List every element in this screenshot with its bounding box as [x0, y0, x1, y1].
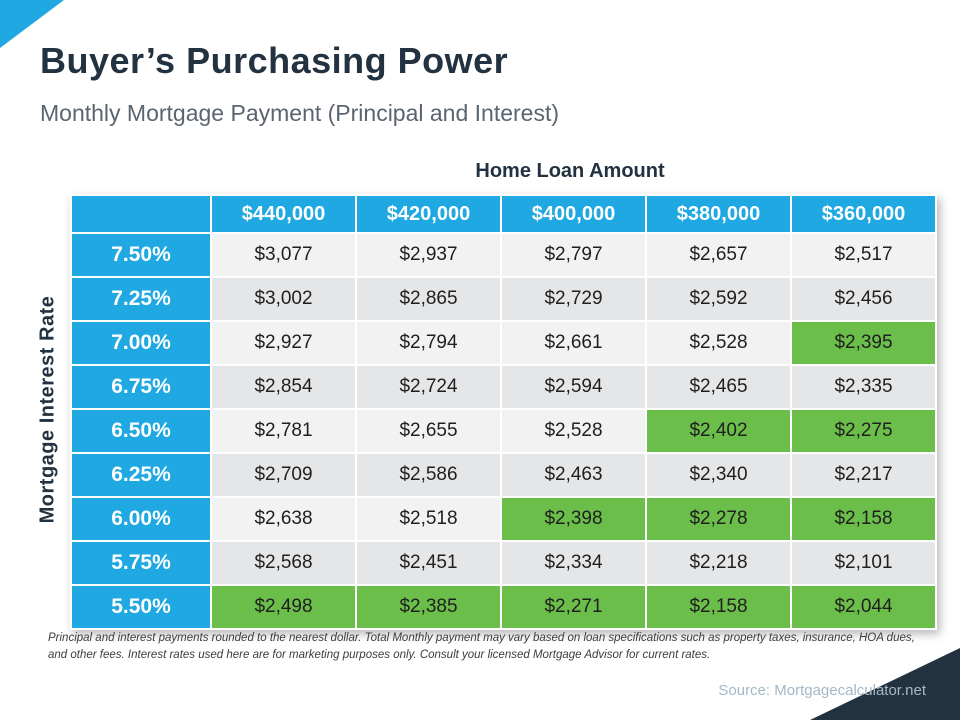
- loan-amount-header: $360,000: [790, 194, 937, 234]
- table-row: 7.50% $3,077 $2,937 $2,797 $2,657 $2,517: [70, 232, 937, 278]
- payment-cell: $2,398: [500, 496, 647, 542]
- payment-cell: $2,781: [210, 408, 357, 454]
- payment-cell: $2,218: [645, 540, 792, 586]
- payment-cell: $2,158: [790, 496, 937, 542]
- payment-cell: $2,101: [790, 540, 937, 586]
- payment-cell: $2,657: [645, 232, 792, 278]
- column-group-header: Home Loan Amount: [475, 160, 665, 182]
- loan-amount-header: $400,000: [500, 194, 647, 234]
- interest-rate-cell: 7.25%: [70, 276, 212, 322]
- payment-cell: $2,927: [210, 320, 357, 366]
- table-row: 6.00% $2,638 $2,518 $2,398 $2,278 $2,158: [70, 496, 937, 542]
- payment-cell: $2,334: [500, 540, 647, 586]
- interest-rate-cell: 6.00%: [70, 496, 212, 542]
- page-subtitle: Monthly Mortgage Payment (Principal and …: [40, 100, 560, 126]
- interest-rate-cell: 6.50%: [70, 408, 212, 454]
- payment-cell: $2,592: [645, 276, 792, 322]
- payment-cell: $3,077: [210, 232, 357, 278]
- payment-cell: $2,586: [355, 452, 502, 498]
- payment-cell: $2,498: [210, 584, 357, 630]
- loan-amount-header: $380,000: [645, 194, 792, 234]
- bottom-right-triangle-decoration: [810, 648, 960, 720]
- payment-cell: $2,709: [210, 452, 357, 498]
- interest-rate-cell: 5.50%: [70, 584, 212, 630]
- payment-cell: $2,044: [790, 584, 937, 630]
- interest-rate-cell: 5.75%: [70, 540, 212, 586]
- row-group-header: Mortgage Interest Rate: [36, 295, 59, 524]
- payment-cell: $2,402: [645, 408, 792, 454]
- payment-cell: $2,794: [355, 320, 502, 366]
- payment-cell: $2,729: [500, 276, 647, 322]
- corner-cell: [70, 194, 212, 234]
- table-row: 5.50% $2,498 $2,385 $2,271 $2,158 $2,044: [70, 584, 937, 630]
- table-header: $440,000 $420,000 $400,000 $380,000 $360,000: [70, 194, 937, 234]
- payment-cell: $2,340: [645, 452, 792, 498]
- payment-cell: $2,797: [500, 232, 647, 278]
- payment-cell: $3,002: [210, 276, 357, 322]
- table-row: 6.75% $2,854 $2,724 $2,594 $2,465 $2,335: [70, 364, 937, 410]
- payment-cell: $2,724: [355, 364, 502, 410]
- footnote: Principal and interest payments rounded …: [48, 632, 915, 661]
- payment-cell: $2,456: [790, 276, 937, 322]
- payment-cell: $2,385: [355, 584, 502, 630]
- payment-cell: $2,335: [790, 364, 937, 410]
- payment-cell: $2,395: [790, 320, 937, 366]
- table-row: 5.75% $2,568 $2,451 $2,334 $2,218 $2,101: [70, 540, 937, 586]
- payment-cell: $2,568: [210, 540, 357, 586]
- loan-amount-header: $440,000: [210, 194, 357, 234]
- table-row: 7.25% $3,002 $2,865 $2,729 $2,592 $2,456: [70, 276, 937, 322]
- payment-cell: $2,638: [210, 496, 357, 542]
- interest-rate-cell: 7.00%: [70, 320, 212, 366]
- interest-rate-cell: 6.75%: [70, 364, 212, 410]
- payment-cell: $2,158: [645, 584, 792, 630]
- interest-rate-cell: 7.50%: [70, 232, 212, 278]
- loan-amount-header: $420,000: [355, 194, 502, 234]
- payment-cell: $2,451: [355, 540, 502, 586]
- payment-cell: $2,465: [645, 364, 792, 410]
- payment-cell: $2,518: [355, 496, 502, 542]
- source-attribution: Source: Mortgagecalculator.net: [718, 682, 926, 699]
- table-row: 7.00% $2,927 $2,794 $2,661 $2,528 $2,395: [70, 320, 937, 366]
- interest-rate-cell: 6.25%: [70, 452, 212, 498]
- top-left-triangle-decoration: [0, 0, 64, 48]
- table-row: 6.50% $2,781 $2,655 $2,528 $2,402 $2,275: [70, 408, 937, 454]
- payment-cell: $2,271: [500, 584, 647, 630]
- payment-cell: $2,278: [645, 496, 792, 542]
- payment-cell: $2,517: [790, 232, 937, 278]
- payment-cell: $2,865: [355, 276, 502, 322]
- payment-cell: $2,854: [210, 364, 357, 410]
- payment-cell: $2,528: [500, 408, 647, 454]
- mortgage-payment-table: $440,000 $420,000 $400,000 $380,000 $360,000…: [70, 194, 937, 630]
- payment-cell: $2,275: [790, 408, 937, 454]
- table-row: 6.25% $2,709 $2,586 $2,463 $2,340 $2,217: [70, 452, 937, 498]
- payment-cell: $2,528: [645, 320, 792, 366]
- payment-cell: $2,937: [355, 232, 502, 278]
- payment-cell: $2,594: [500, 364, 647, 410]
- table-body: 7.50% $3,077 $2,937 $2,797 $2,657 $2,517 7.25%…: [70, 232, 937, 630]
- payment-cell: $2,661: [500, 320, 647, 366]
- payment-cell: $2,463: [500, 452, 647, 498]
- page-title: Buyer’s Purchasing Power: [40, 40, 509, 81]
- payment-cell: $2,655: [355, 408, 502, 454]
- payment-cell: $2,217: [790, 452, 937, 498]
